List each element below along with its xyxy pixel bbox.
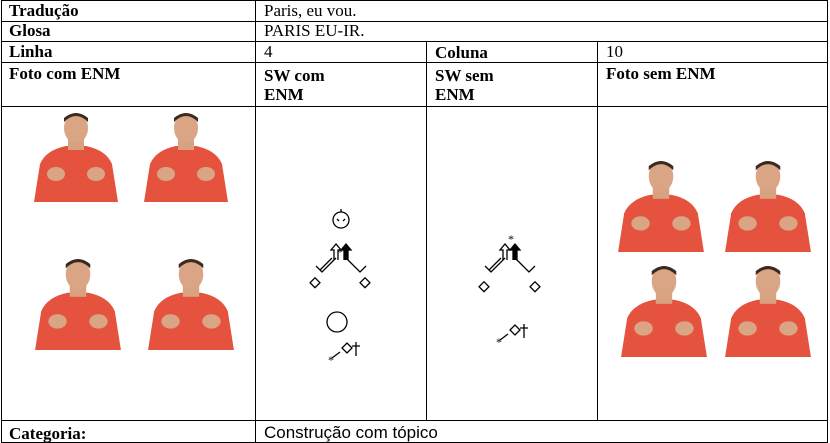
column-header: Foto com ENM xyxy=(9,64,121,83)
label: Tradução xyxy=(9,1,79,20)
value: 10 xyxy=(606,42,623,61)
svg-text:*: * xyxy=(508,232,514,246)
column-header: SW sem ENM xyxy=(435,66,494,104)
signwriting-without-enm: * * xyxy=(478,232,541,349)
column-header: SW com ENM xyxy=(264,66,325,104)
value: Paris, eu vou. xyxy=(264,1,357,20)
svg-text:*: * xyxy=(337,245,343,259)
photos-with-enm xyxy=(34,113,234,350)
signwriting-with-enm: * * xyxy=(309,209,371,367)
label: Linha xyxy=(9,42,53,61)
value: Construção com tópico xyxy=(264,423,438,442)
column-header: Foto sem ENM xyxy=(606,64,716,83)
value: PARIS EU-IR. xyxy=(264,21,365,40)
svg-text:*: * xyxy=(328,353,334,367)
label: Categoria: xyxy=(9,424,87,443)
photos-without-enm xyxy=(618,161,811,357)
label: Coluna xyxy=(435,43,488,62)
svg-text:*: * xyxy=(496,335,502,349)
label: Glosa xyxy=(9,21,51,40)
value: 4 xyxy=(264,42,273,61)
